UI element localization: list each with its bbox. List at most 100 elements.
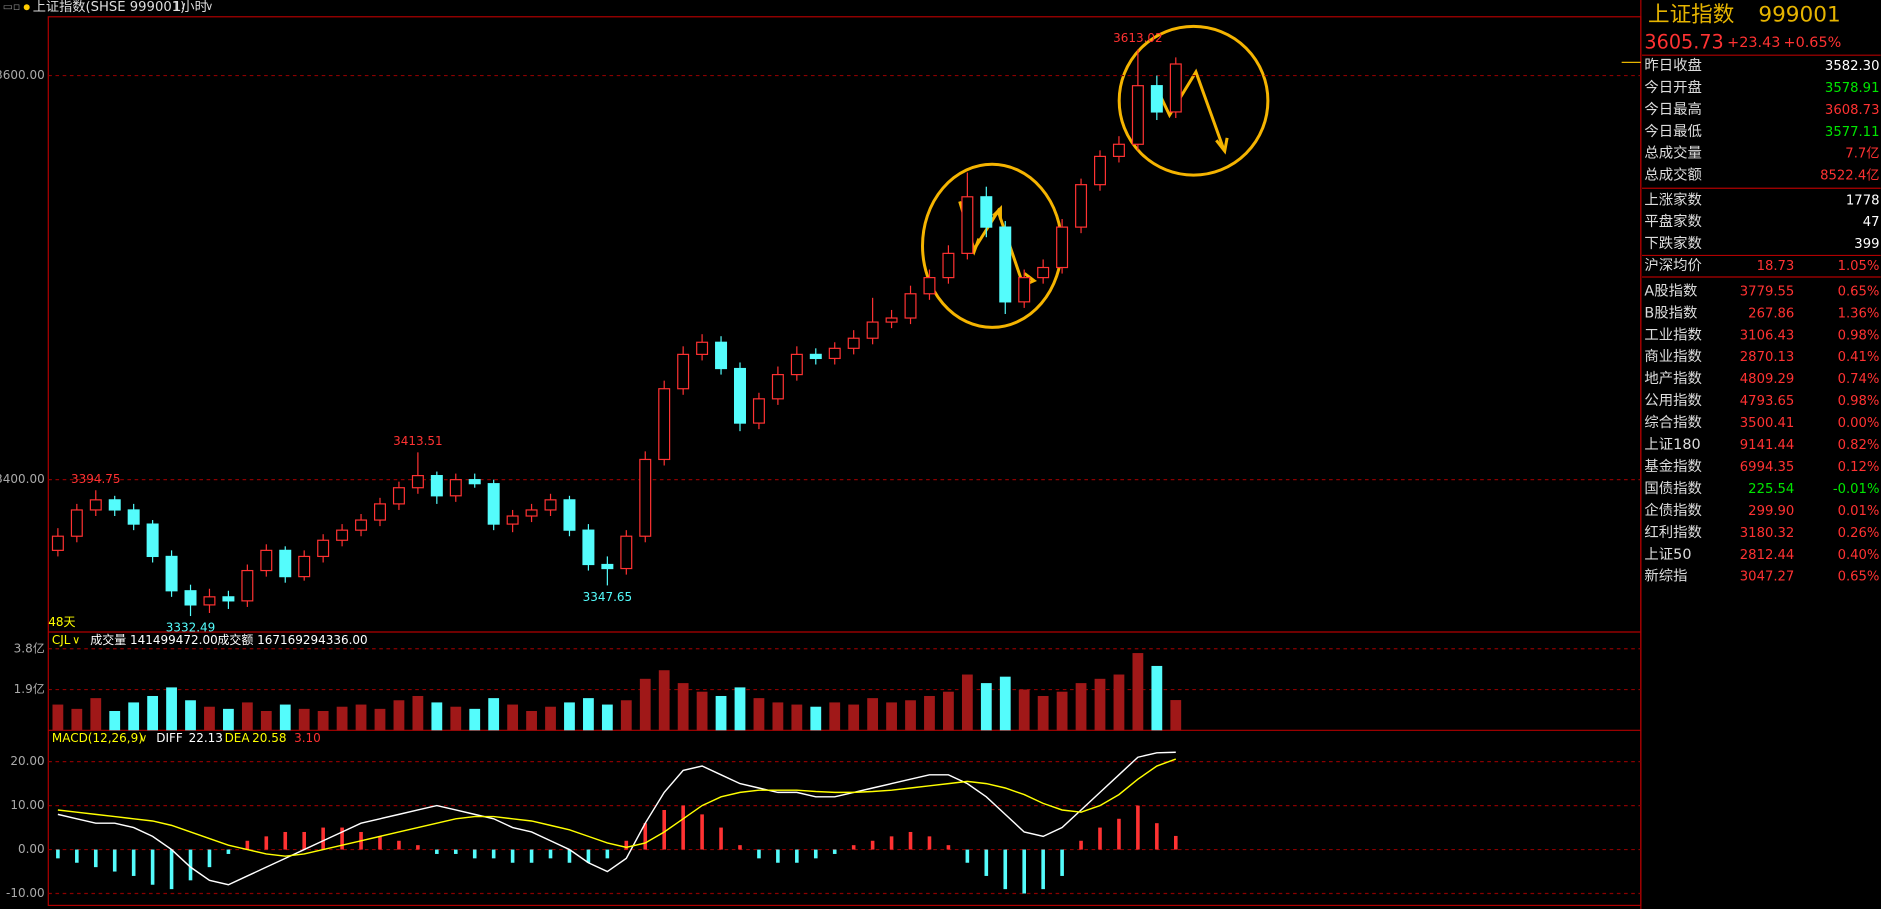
volume-bar (734, 687, 746, 731)
y-tick-label: 3400.00 (0, 472, 45, 486)
row-label: 上涨家数 (1644, 191, 1702, 208)
y-tick-label: 1.9亿 (14, 681, 45, 696)
volume-bar (1094, 678, 1106, 731)
row-value: 18.73 (1757, 259, 1795, 274)
row-pct: 0.00% (1838, 416, 1880, 431)
amount-text: 成交额 167169294336.00 (217, 632, 367, 647)
candle-body (752, 398, 765, 424)
volume-bar (961, 674, 973, 731)
row-pct: 0.12% (1838, 460, 1880, 475)
volume-bar (1037, 695, 1049, 731)
row-pct: 0.98% (1838, 328, 1880, 343)
volume-bar (90, 698, 102, 731)
period-dropdown[interactable]: ∨ (205, 0, 213, 13)
candle-body (658, 388, 671, 461)
candle-body (203, 596, 216, 606)
row-label: 商业指数 (1644, 348, 1702, 365)
candle-body (866, 321, 879, 339)
volume-bar (298, 708, 310, 731)
macd-line (57, 758, 1177, 857)
candle-body (923, 277, 936, 295)
row-value: 3582.30 (1825, 59, 1880, 74)
row-value: 4809.29 (1740, 372, 1795, 387)
candle-body (1169, 63, 1182, 113)
candle-body (620, 535, 633, 570)
volume-bar (241, 702, 253, 731)
candle-body (1150, 85, 1163, 113)
volume-bar (791, 704, 803, 731)
row-value: 1778 (1846, 193, 1880, 208)
y-tick-label: 10.00 (10, 798, 44, 812)
candle-body (544, 499, 557, 511)
row-value: 3578.91 (1825, 81, 1880, 96)
diff-value: 22.13 (189, 731, 223, 745)
row-label: 昨日收盘 (1644, 56, 1702, 74)
candle-body (885, 317, 898, 323)
row-pct: -0.01% (1833, 482, 1880, 497)
row-label: 公用指数 (1644, 392, 1702, 409)
row-pct: 0.26% (1838, 526, 1880, 541)
candle-body (563, 499, 576, 531)
volume-bar (374, 708, 386, 731)
row-value: 3180.32 (1740, 526, 1795, 541)
row-value: 4793.65 (1740, 394, 1795, 409)
volume-bar (526, 711, 537, 731)
candle-body (1018, 277, 1031, 303)
candle-body (317, 539, 330, 558)
candle-body (733, 367, 746, 424)
volume-bar (848, 704, 860, 731)
candle-body (355, 519, 368, 531)
row-label: 上证50 (1644, 546, 1691, 563)
volume-bar (431, 702, 443, 731)
volume-bar (355, 704, 367, 731)
y-tick-label: 0.00 (18, 842, 45, 856)
period: 1小时 (173, 0, 208, 15)
panel-title: 上证指数 (1648, 3, 1734, 28)
row-value: 3577.11 (1825, 125, 1880, 140)
candle-body (639, 458, 652, 537)
candle-body (449, 479, 462, 497)
candle-body (1093, 155, 1106, 186)
panel-change: +23.43 (1727, 35, 1780, 51)
candle-body (828, 347, 841, 360)
candle-body (1112, 143, 1125, 157)
menu-icon: ▭▫ (3, 0, 20, 13)
volume-bar (1075, 683, 1087, 731)
volume-bar (829, 702, 841, 731)
volume-bar (1170, 700, 1182, 731)
row-label: 红利指数 (1644, 524, 1702, 541)
row-value: 7.7亿 (1845, 146, 1879, 162)
volume-bar (166, 687, 177, 731)
candle-body (468, 479, 481, 485)
volume-bar (260, 711, 272, 731)
panel-change-pct: +0.65% (1784, 35, 1842, 51)
row-label: 今日最低 (1644, 123, 1702, 140)
price-label: 3347.65 (583, 590, 633, 604)
y-tick-label: 20.00 (10, 754, 44, 768)
volume-bar (620, 700, 632, 731)
volume-bar (336, 706, 348, 731)
candle-body (411, 475, 424, 489)
volume-bar (772, 702, 784, 731)
candle-body (961, 196, 974, 254)
pattern-arrow (1156, 68, 1225, 150)
row-value: 2870.13 (1740, 350, 1795, 365)
row-pct: 0.82% (1838, 438, 1880, 453)
row-value: 47 (1863, 215, 1880, 230)
candle-body (487, 483, 500, 525)
volume-bar (52, 704, 64, 731)
row-label: 地产指数 (1644, 370, 1702, 387)
volume-bar (601, 704, 613, 731)
row-label: 今日最高 (1644, 101, 1702, 118)
candle-body (51, 535, 64, 551)
volume-bar (450, 706, 462, 731)
row-value: 3106.43 (1740, 328, 1795, 343)
indicator-name: CJL (52, 633, 71, 647)
row-label: 今日开盘 (1644, 78, 1702, 96)
indicator-dropdown[interactable]: ∨ (72, 633, 80, 646)
volume-bar (1151, 665, 1163, 731)
indicator-dropdown[interactable]: ∨ (139, 732, 147, 745)
candle-body (1056, 226, 1069, 269)
row-label: 总成交量 (1644, 144, 1702, 162)
